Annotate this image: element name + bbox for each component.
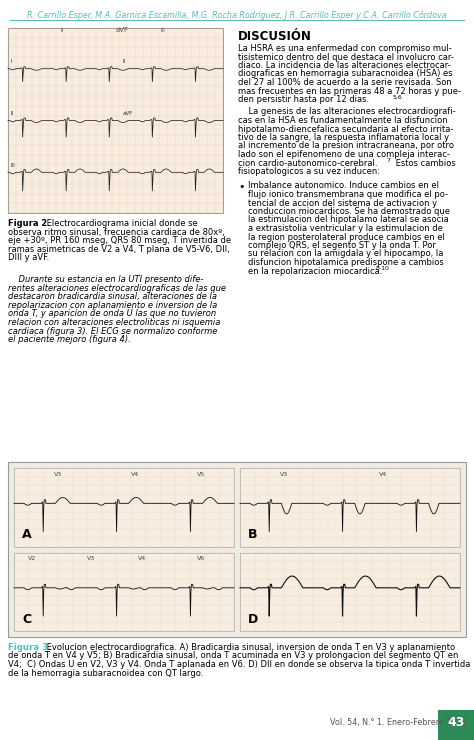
Text: V3: V3: [54, 472, 62, 477]
Text: cion cardio-autonomico-cerebral.: cion cardio-autonomico-cerebral.: [238, 158, 377, 167]
Text: Electrocardiograma inicial donde se: Electrocardiograma inicial donde se: [44, 219, 198, 228]
Text: cardiaca (figura 3). El ECG se normalizo conforme: cardiaca (figura 3). El ECG se normalizo…: [8, 326, 218, 335]
Text: diograficas en hemorragia subaracnoidea (HSA) es: diograficas en hemorragia subaracnoidea …: [238, 70, 453, 78]
Text: tencial de accion del sistema de activacion y: tencial de accion del sistema de activac…: [248, 198, 437, 207]
Text: Vol. 54, N.° 1. Enero-Febrero 2011: Vol. 54, N.° 1. Enero-Febrero 2011: [330, 718, 466, 727]
Bar: [240, 553, 460, 631]
Text: DISCUSIÓN: DISCUSIÓN: [238, 30, 312, 43]
Text: V6: V6: [197, 556, 205, 562]
Text: 5,6: 5,6: [393, 95, 403, 100]
Text: V4: V4: [137, 556, 146, 562]
Text: C: C: [22, 613, 31, 626]
Text: fisiopatologicos a su vez inducen:: fisiopatologicos a su vez inducen:: [238, 167, 380, 176]
Text: •: •: [238, 181, 245, 192]
Text: Estos cambios: Estos cambios: [393, 158, 456, 167]
Text: conduccion miocardicos. Se ha demostrado que: conduccion miocardicos. Se ha demostrado…: [248, 207, 450, 216]
Bar: [14, 553, 234, 631]
Text: lado son el epifenomeno de una compleja interac-: lado son el epifenomeno de una compleja …: [238, 150, 450, 159]
Text: eje +30º, PR 160 mseg, QRS 80 mseg, T invertida de: eje +30º, PR 160 mseg, QRS 80 mseg, T in…: [8, 236, 231, 245]
Text: disfuncion hipotalamica predispone a cambios: disfuncion hipotalamica predispone a cam…: [248, 258, 444, 267]
Text: II: II: [60, 28, 64, 33]
Text: 8-10: 8-10: [376, 266, 390, 272]
Text: la region posterolateral produce cambios en el: la region posterolateral produce cambios…: [248, 232, 445, 241]
Text: relacion con alteraciones electroliticas ni isquemia: relacion con alteraciones electroliticas…: [8, 318, 220, 327]
Text: aVF: aVF: [123, 111, 133, 116]
Text: V4: V4: [379, 472, 387, 477]
Text: su relacion con la amigdala y el hipocampo, la: su relacion con la amigdala y el hipocam…: [248, 249, 443, 258]
Text: A: A: [22, 528, 32, 542]
Text: mas frecuentes en las primeras 48 a 72 horas y pue-: mas frecuentes en las primeras 48 a 72 h…: [238, 87, 461, 95]
Text: V3: V3: [280, 472, 288, 477]
Text: V2: V2: [27, 556, 36, 562]
Text: de onda T en V4 y V5; B) Bradicardia sinusal, onda T acuminada en V3 y prolongac: de onda T en V4 y V5; B) Bradicardia sin…: [8, 651, 458, 661]
Text: V3: V3: [87, 556, 95, 562]
Text: al incremento de la presion intracraneana, por otro: al incremento de la presion intracranean…: [238, 141, 454, 150]
Text: B: B: [248, 528, 257, 542]
Text: den persistir hasta por 12 dias.: den persistir hasta por 12 dias.: [238, 95, 369, 104]
Text: aVF: aVF: [116, 27, 128, 33]
Text: Figura 2.: Figura 2.: [8, 219, 51, 228]
Text: el paciente mejoro (figura 4).: el paciente mejoro (figura 4).: [8, 335, 131, 344]
Text: cas en la HSA es fundamentalmente la disfuncion: cas en la HSA es fundamentalmente la dis…: [238, 116, 447, 125]
Text: II: II: [123, 59, 126, 64]
Text: en la repolarizacion miocardica.: en la repolarizacion miocardica.: [248, 266, 383, 275]
Text: III: III: [160, 28, 165, 33]
Bar: [14, 468, 234, 547]
Text: hipotalamo-diencefalica secundaria al efecto irrita-: hipotalamo-diencefalica secundaria al ef…: [238, 124, 453, 133]
Bar: [8, 28, 223, 213]
Bar: [240, 468, 460, 547]
Text: observa ritmo sinusal, frecuencia cardiaca de 80xº,: observa ritmo sinusal, frecuencia cardia…: [8, 227, 225, 237]
Text: R. Carrillo Esper, M.A. Garnica Escamilla, M.G. Rocha Rodríguez, J.R. Carrillo E: R. Carrillo Esper, M.A. Garnica Escamill…: [27, 10, 447, 19]
Text: Imbalance autonomico. Induce cambios en el: Imbalance autonomico. Induce cambios en …: [248, 181, 439, 190]
Text: V5: V5: [197, 472, 205, 477]
Text: ramas asimetricas de V2 a V4, T plana de V5-V6, DII,: ramas asimetricas de V2 a V4, T plana de…: [8, 244, 230, 254]
Text: tivo de la sangre, la respuesta inflamatoria local y: tivo de la sangre, la respuesta inflamat…: [238, 133, 449, 142]
Text: Evolucion electrocardiografica. A) Bradicardia sinusal, inversion de onda T en V: Evolucion electrocardiografica. A) Bradi…: [44, 643, 455, 652]
Text: La genesis de las alteraciones electrocardiografi-: La genesis de las alteraciones electroca…: [238, 107, 456, 116]
Text: Durante su estancia en la UTI presento dife-: Durante su estancia en la UTI presento d…: [8, 275, 203, 284]
Bar: [8, 462, 466, 637]
Text: flujo ionico transmembrana que modifica el po-: flujo ionico transmembrana que modifica …: [248, 190, 448, 199]
Text: V4;  C) Ondas U en V2, V3 y V4. Onda T aplanada en V6. D) DII en donde se observ: V4; C) Ondas U en V2, V3 y V4. Onda T ap…: [8, 660, 470, 669]
Text: onda T, y aparicion de onda U las que no tuvieron: onda T, y aparicion de onda U las que no…: [8, 309, 216, 318]
Bar: [438, 710, 474, 740]
Text: destacaron bradicardia sinusal, alteraciones de la: destacaron bradicardia sinusal, alteraci…: [8, 292, 217, 301]
Text: la estimulacion del hipotalamo lateral se asocia: la estimulacion del hipotalamo lateral s…: [248, 215, 449, 224]
Text: complejo QRS, el segento ST y la onda T. Por: complejo QRS, el segento ST y la onda T.…: [248, 241, 436, 250]
Text: III: III: [11, 163, 16, 168]
Text: tisistemico dentro del que destaca el involucro car-: tisistemico dentro del que destaca el in…: [238, 53, 454, 61]
Text: diaco. La incidencia de las alteraciones electrocar-: diaco. La incidencia de las alteraciones…: [238, 61, 451, 70]
Text: II: II: [11, 111, 14, 116]
Text: rentes alteraciones electrocardiograficas de las que: rentes alteraciones electrocardiografica…: [8, 284, 226, 293]
Text: D: D: [248, 613, 258, 626]
Text: 43: 43: [447, 716, 465, 728]
Text: a extrasistolia ventricular y la estimulacion de: a extrasistolia ventricular y la estimul…: [248, 224, 443, 233]
Text: La HSRA es una enfermedad con compromiso mul-: La HSRA es una enfermedad con compromiso…: [238, 44, 452, 53]
Text: DIII y aVF.: DIII y aVF.: [8, 253, 49, 262]
Text: de la hemorragia subaracnoidea con QT largo.: de la hemorragia subaracnoidea con QT la…: [8, 668, 203, 678]
Text: Figura 3.: Figura 3.: [8, 643, 52, 652]
Text: del 27 al 100% de acuerdo a la serie revisada. Son: del 27 al 100% de acuerdo a la serie rev…: [238, 78, 452, 87]
Text: repolarizacion con aplanamiento e inversion de la: repolarizacion con aplanamiento e invers…: [8, 301, 217, 310]
Text: V4: V4: [131, 472, 139, 477]
Text: 7: 7: [386, 158, 390, 164]
Text: I: I: [11, 59, 13, 64]
